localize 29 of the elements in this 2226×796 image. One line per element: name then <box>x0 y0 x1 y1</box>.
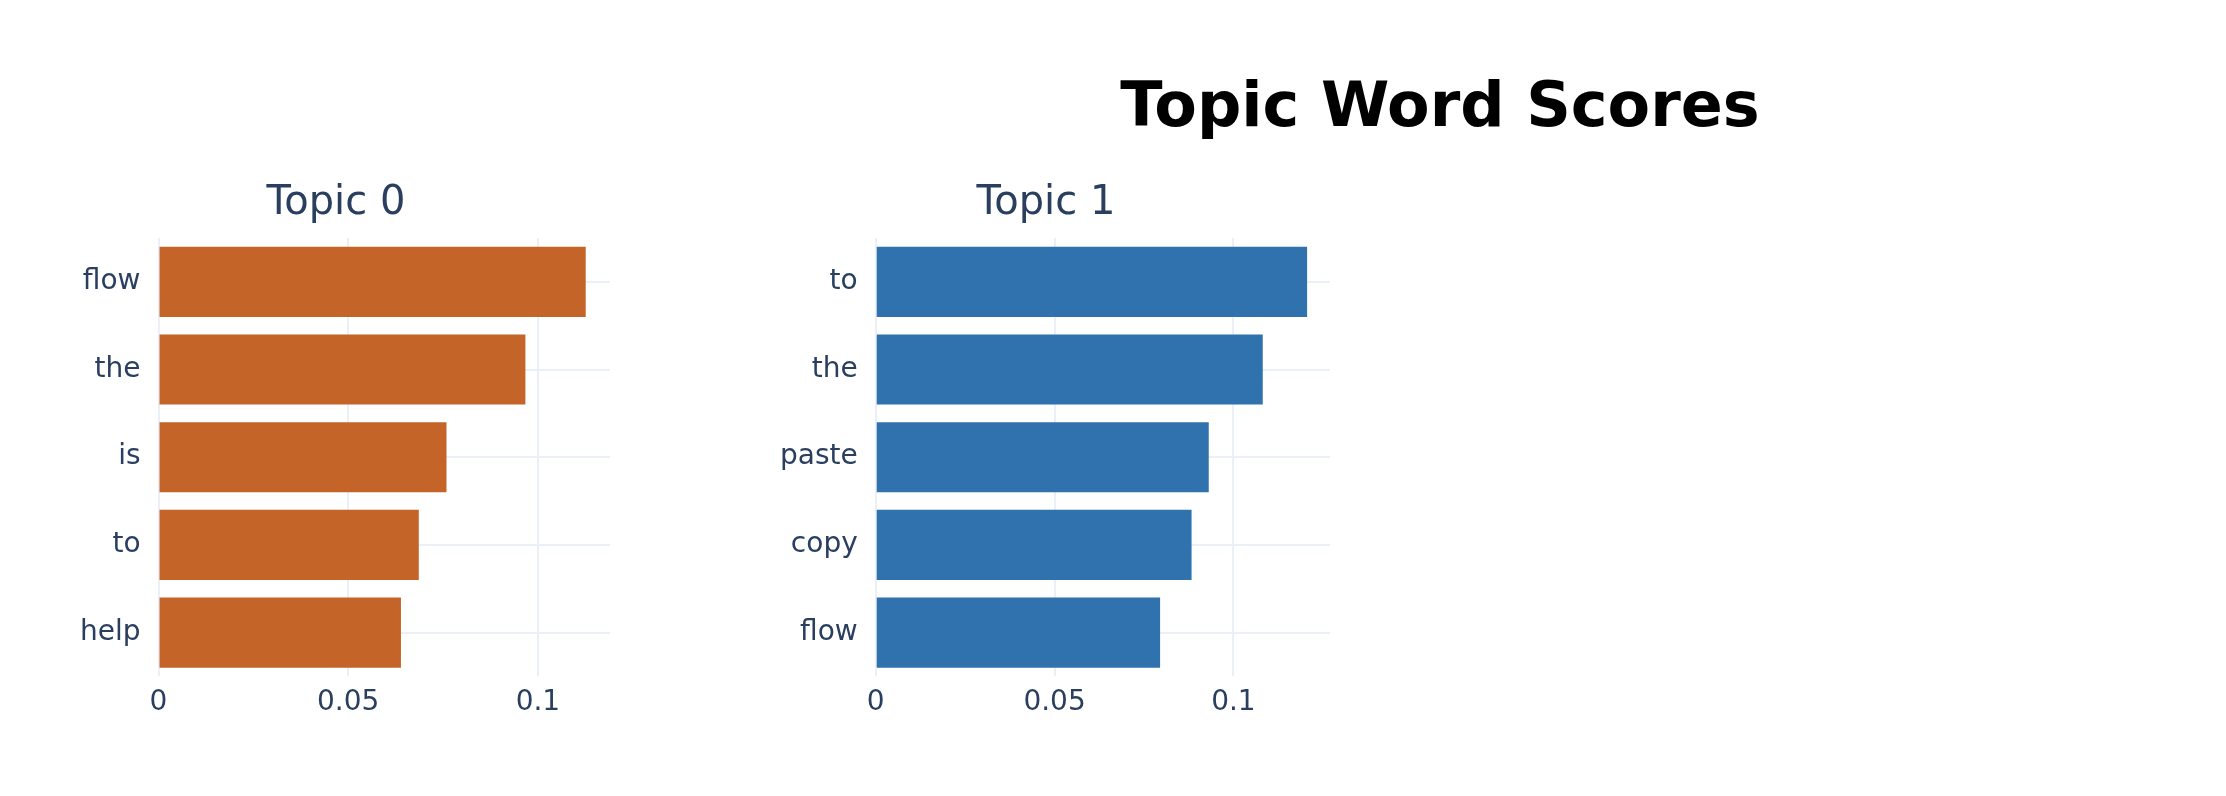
chart-title: Topic 1 <box>975 177 1116 224</box>
chart-title: Topic 0 <box>265 177 406 224</box>
bar <box>876 246 1308 317</box>
bar <box>159 597 401 668</box>
y-tick-label: is <box>118 438 141 472</box>
x-tick-label: 0 <box>866 684 885 718</box>
y-tick-label: flow <box>800 613 858 647</box>
text: Topic Word Scores <box>1119 68 1761 141</box>
x-tick-label: 0.05 <box>317 684 380 718</box>
y-tick-label: copy <box>790 526 858 560</box>
bar <box>159 509 419 580</box>
y-tick-label: to <box>112 526 141 560</box>
x-tick-label: 0 <box>149 684 168 718</box>
x-tick-label: 0.1 <box>1211 684 1256 718</box>
bar <box>876 422 1209 493</box>
y-tick-label: help <box>79 613 141 647</box>
bar <box>876 334 1263 405</box>
y-tick-label: the <box>811 350 858 384</box>
x-tick-label: 0.1 <box>515 684 561 718</box>
bar <box>876 509 1192 580</box>
y-tick-label: to <box>829 263 858 297</box>
bar <box>159 422 447 493</box>
y-tick-label: paste <box>779 438 858 472</box>
y-tick-label: flow <box>82 263 141 297</box>
bar <box>159 334 526 405</box>
x-tick-label: 0.05 <box>1023 684 1086 718</box>
bar <box>159 246 586 317</box>
y-tick-label: the <box>94 350 141 384</box>
bar <box>876 597 1161 668</box>
